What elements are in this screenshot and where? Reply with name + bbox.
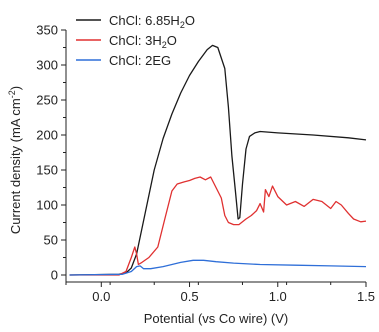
legend: ChCl: 6.85H2O ChCl: 3H2O ChCl: 2EG (76, 13, 195, 68)
legend-label-2: ChCl: 2EG (109, 53, 171, 68)
legend-label-1: ChCl: 3H2O (109, 33, 177, 50)
y-tick-label: 50 (44, 233, 58, 248)
y-axis-label: Current density (mA cm-2) (7, 86, 23, 234)
axis-labels: Potential (vs Co wire) (V) Current densit… (7, 86, 288, 326)
axes: 0.0 0.5 1.0 1.5 0 50 100 150 200 250 300 350 (36, 23, 375, 305)
y-tick-label: 300 (36, 58, 58, 73)
plot-marks (69, 44, 367, 276)
x-tick-label: 0.5 (180, 289, 198, 304)
series-line-2 (69, 259, 367, 276)
x-tick-label: 1.0 (269, 289, 287, 304)
y-tick-label: 0 (51, 268, 58, 283)
series-line-0 (69, 44, 367, 276)
x-tick-label: 1.5 (357, 289, 375, 304)
x-axis-label: Potential (vs Co wire) (V) (144, 311, 288, 326)
y-tick-label: 250 (36, 93, 58, 108)
y-tick-label: 100 (36, 198, 58, 213)
y-tick-label: 200 (36, 128, 58, 143)
y-tick-label: 150 (36, 163, 58, 178)
series-line-1 (69, 176, 367, 276)
legend-label-0: ChCl: 6.85H2O (109, 13, 195, 30)
x-tick-label: 0.0 (92, 289, 110, 304)
y-tick-label: 350 (36, 23, 58, 38)
